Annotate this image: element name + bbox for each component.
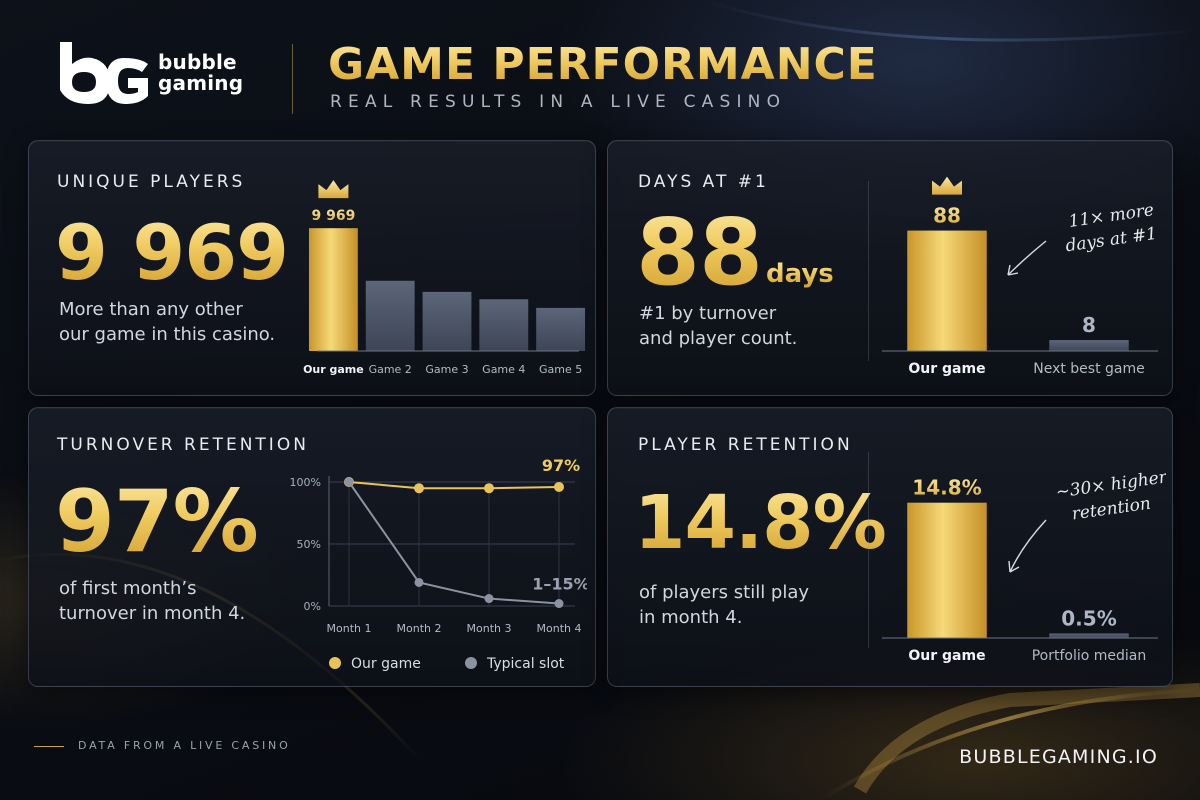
description-line: #1 by turnover xyxy=(639,303,777,324)
bar xyxy=(365,280,415,351)
legend-label: Our game xyxy=(351,656,421,672)
category-label: Our game xyxy=(908,648,985,664)
series-end-label: 1–15% xyxy=(532,575,587,594)
stat-description: of first month’s turnover in month 4. xyxy=(59,576,245,626)
panel-divider xyxy=(868,452,869,648)
bar xyxy=(907,230,987,351)
unique-players-bar-chart: 9 969 Our game Game 2 Game 3 Game 4 Game 5 xyxy=(303,180,586,376)
description-line: of first month’s xyxy=(59,578,197,599)
bar xyxy=(536,307,586,351)
description-line: turnover in month 4. xyxy=(59,603,246,624)
footer-website: BUBBLEGAMING.IO xyxy=(959,746,1158,768)
x-tick-label: Month 2 xyxy=(397,622,442,635)
stat-description: #1 by turnover and player count. xyxy=(639,301,797,351)
crown-icon xyxy=(932,176,962,195)
annotation-arrow xyxy=(1007,240,1047,276)
y-tick-label: 50% xyxy=(297,538,321,551)
data-point xyxy=(414,483,424,494)
panel-label: DAYS AT #1 xyxy=(638,172,769,192)
bar xyxy=(422,291,472,351)
brand-name-line2: gaming xyxy=(158,71,244,95)
brand-name-line1: bubble xyxy=(158,50,237,74)
description-line: in month 4. xyxy=(639,607,743,628)
data-point xyxy=(484,483,494,494)
panel-divider xyxy=(868,181,869,361)
description-line: and player count. xyxy=(639,328,798,349)
y-tick-label: 0% xyxy=(304,600,321,613)
series-end-label: 97% xyxy=(542,456,580,475)
series-line xyxy=(348,481,560,490)
bar xyxy=(1049,633,1129,638)
panel-unique-players: UNIQUE PLAYERS 9 969 More than any other… xyxy=(28,140,596,396)
stat-description: More than any other our game in this cas… xyxy=(59,297,275,347)
legend-label: Typical slot xyxy=(486,656,565,672)
category-label: Game 2 xyxy=(369,363,412,376)
panel-turnover-retention: TURNOVER RETENTION 97% of first month’s … xyxy=(28,407,596,687)
data-point xyxy=(414,577,424,587)
panel-label: TURNOVER RETENTION xyxy=(57,435,309,455)
data-point xyxy=(554,481,564,492)
bar xyxy=(907,502,987,638)
brand-wordmark: bubble gaming xyxy=(158,52,243,94)
data-point xyxy=(484,594,494,604)
bar xyxy=(308,228,358,351)
data-point xyxy=(344,477,354,487)
category-label: Our game xyxy=(303,363,364,376)
panel-label: UNIQUE PLAYERS xyxy=(57,172,246,192)
description-line: our game in this casino. xyxy=(59,324,276,345)
big-stat: 88 xyxy=(636,199,763,306)
crown-icon xyxy=(318,180,349,199)
data-point xyxy=(554,599,564,609)
header-divider xyxy=(292,44,293,114)
bar-value-label: 9 969 xyxy=(311,208,355,224)
bar-value-label: 88 xyxy=(933,204,961,228)
big-stat: 14.8% xyxy=(634,480,887,566)
panel-label: PLAYER RETENTION xyxy=(638,435,853,455)
x-tick-label: Month 4 xyxy=(537,622,582,635)
bar-value-label: 8 xyxy=(1082,313,1096,337)
series-line xyxy=(348,481,560,605)
big-stat: 97% xyxy=(55,472,259,572)
stat-description: of players still play in month 4. xyxy=(639,580,809,630)
big-stat-unit: days xyxy=(766,259,834,289)
annotation-arrow xyxy=(1008,519,1047,573)
footer-accent-line xyxy=(34,746,64,747)
panel-player-retention: PLAYER RETENTION 14.8% of players still … xyxy=(607,407,1173,687)
bar xyxy=(1049,340,1129,351)
category-label: Game 4 xyxy=(482,363,525,376)
turnover-retention-line-chart: 100% 50% 0% Month 1 Month 2 Month 3 Month 4 97%… xyxy=(290,456,587,672)
category-label: Game 3 xyxy=(425,363,468,376)
page-title: GAME PERFORMANCE xyxy=(328,39,878,90)
category-label: Our game xyxy=(908,361,985,377)
bar-value-label: 14.8% xyxy=(912,476,981,500)
bg-logo-mark xyxy=(60,42,148,104)
bar xyxy=(479,299,529,351)
category-label: Game 5 xyxy=(539,363,582,376)
legend-marker xyxy=(465,657,477,669)
page-subtitle: REAL RESULTS IN A LIVE CASINO xyxy=(330,92,787,112)
footer-source-note: DATA FROM A LIVE CASINO xyxy=(78,739,291,752)
x-tick-label: Month 1 xyxy=(327,622,372,635)
panel-days-at-1: DAYS AT #1 88 days #1 by turnover and pl… xyxy=(607,140,1173,396)
big-stat: 9 969 xyxy=(55,208,289,297)
description-line: of players still play xyxy=(639,582,810,603)
description-line: More than any other xyxy=(59,299,243,320)
brand-logo: bubble gaming xyxy=(54,40,254,106)
y-tick-label: 100% xyxy=(290,476,321,489)
legend-marker xyxy=(329,657,341,669)
bar-value-label: 0.5% xyxy=(1061,606,1116,630)
category-label: Portfolio median xyxy=(1032,648,1147,664)
x-tick-label: Month 3 xyxy=(467,622,512,635)
category-label: Next best game xyxy=(1033,361,1145,377)
